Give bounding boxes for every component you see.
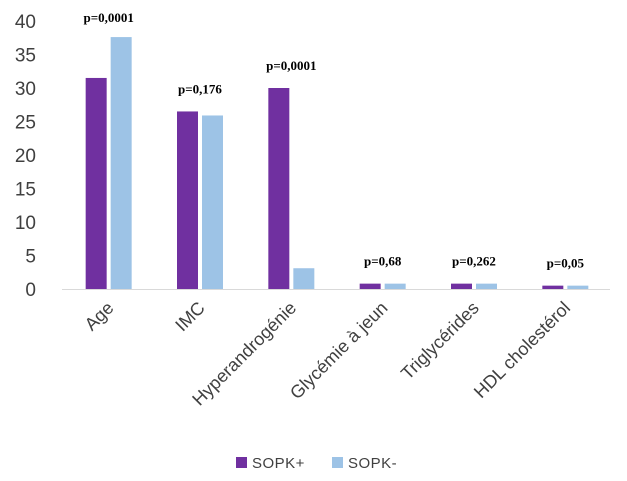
y-tick-label: 5 — [25, 247, 36, 268]
x-tick-label: IMC — [171, 298, 208, 335]
bar-sopk- — [567, 285, 589, 289]
legend-swatch — [236, 457, 247, 468]
y-tick-label: 30 — [15, 79, 36, 100]
x-tick-label: Triglycérides — [397, 298, 483, 384]
p-value-label: p=0,0001 — [83, 10, 133, 25]
bar-sopk- — [384, 283, 406, 289]
bar-sopk- — [293, 268, 315, 289]
p-value-label: p=0,68 — [364, 254, 402, 269]
y-tick-label: 0 — [25, 280, 36, 301]
y-axis: 0 5 10 15 20 25 30 35 40 — [15, 12, 36, 301]
p-value-label: p=0,05 — [547, 256, 585, 271]
bar-sopk- — [85, 77, 107, 289]
bar-sopk- — [451, 283, 472, 289]
y-tick-label: 10 — [15, 213, 36, 234]
bar-sopk- — [202, 115, 223, 289]
y-tick-label: 25 — [15, 113, 36, 134]
x-tick-label: HDL cholestérol — [470, 298, 574, 402]
y-tick-label: 20 — [15, 146, 36, 167]
p-value-label: p=0,176 — [178, 81, 222, 96]
y-tick-label: 40 — [15, 12, 36, 33]
y-tick-label: 15 — [15, 180, 36, 201]
legend: SOPK+ SOPK- — [236, 455, 397, 472]
bar-sopk- — [476, 283, 497, 289]
bar-sopk- — [542, 285, 564, 289]
bar-sopk- — [268, 88, 290, 289]
bar-sopk- — [177, 111, 198, 289]
bar-sopk- — [110, 37, 132, 289]
legend-label: SOPK+ — [252, 455, 305, 472]
y-tick-label: 35 — [15, 46, 36, 67]
p-value-annotations: p=0,0001 p=0,176 p=0,0001 p=0,68 p=0,262 p=0,… — [83, 10, 584, 271]
legend-label: SOPK- — [348, 455, 397, 472]
x-tick-label: Age — [81, 298, 118, 335]
x-tick-label: Glycémie à jeun — [286, 298, 391, 403]
legend-swatch — [332, 457, 343, 468]
bar-sopk- — [359, 283, 381, 289]
bars — [85, 37, 589, 289]
p-value-label: p=0,0001 — [266, 58, 316, 73]
p-value-label: p=0,262 — [452, 254, 496, 269]
